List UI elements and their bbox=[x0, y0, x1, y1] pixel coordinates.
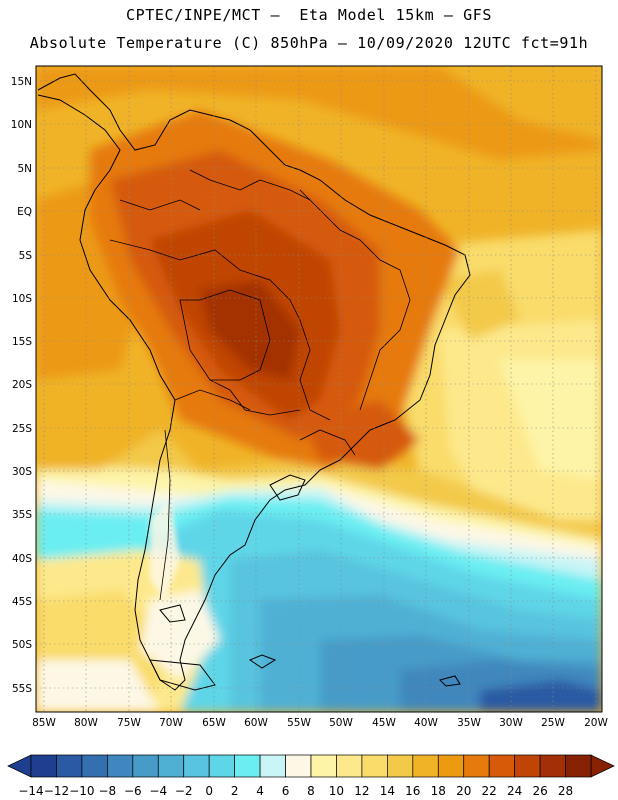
colorbar-label: 2 bbox=[231, 784, 239, 798]
colorbar-label: 28 bbox=[558, 784, 573, 798]
colorbar-label: −2 bbox=[175, 784, 193, 798]
lon-label: 75W bbox=[117, 717, 141, 729]
colorbar-cell bbox=[208, 754, 235, 778]
colorbar-cell bbox=[81, 754, 108, 778]
colorbar-cell bbox=[132, 754, 159, 778]
lat-label: 55S bbox=[12, 683, 32, 695]
colorbar-label: −4 bbox=[149, 784, 167, 798]
colorbar-label: 12 bbox=[354, 784, 369, 798]
colorbar-arrow-high bbox=[590, 754, 615, 778]
lat-label: 5S bbox=[19, 250, 33, 262]
colorbar-label: −10 bbox=[69, 784, 94, 798]
colorbar-label: 16 bbox=[405, 784, 420, 798]
colorbar-label: 6 bbox=[282, 784, 290, 798]
lon-label: 50W bbox=[329, 717, 353, 729]
colorbar-cell bbox=[565, 754, 592, 778]
colorbar-cell bbox=[234, 754, 261, 778]
colorbar-cell bbox=[387, 754, 414, 778]
lat-label: 5N bbox=[17, 163, 32, 175]
colorbar-cell bbox=[157, 754, 185, 778]
colorbar-cell bbox=[285, 754, 312, 778]
lat-label: 25S bbox=[12, 423, 32, 435]
lon-label: 20W bbox=[584, 717, 608, 729]
colorbar-label: −14 bbox=[18, 784, 43, 798]
colorbar-cell bbox=[310, 754, 337, 778]
country-borders bbox=[109, 169, 411, 601]
lat-label: 30S bbox=[12, 466, 32, 478]
lat-label: 50S bbox=[12, 639, 32, 651]
lon-label: 85W bbox=[32, 717, 56, 729]
lon-label: 40W bbox=[414, 717, 438, 729]
lat-label: 10N bbox=[11, 119, 32, 131]
colorbar-label: 18 bbox=[431, 784, 446, 798]
lon-label: 35W bbox=[457, 717, 481, 729]
colorbar-cell bbox=[183, 754, 210, 778]
lon-label: 70W bbox=[159, 717, 183, 729]
colorbar bbox=[7, 754, 615, 778]
lat-label: 40S bbox=[12, 553, 32, 565]
colorbar-cell bbox=[361, 754, 388, 778]
colorbar-cell bbox=[30, 754, 57, 778]
lon-label: 80W bbox=[74, 717, 98, 729]
lon-label: 55W bbox=[287, 717, 311, 729]
chart-title-line2: Absolute Temperature (C) 850hPa – 10/09/… bbox=[29, 34, 589, 52]
colorbar-cell bbox=[412, 754, 439, 778]
colorbar-label: 10 bbox=[329, 784, 344, 798]
colorbar-cell bbox=[539, 754, 566, 778]
lat-label: 45S bbox=[12, 596, 32, 608]
coastline bbox=[37, 73, 471, 691]
colorbar-arrow-low bbox=[7, 754, 32, 778]
lon-label: 25W bbox=[541, 717, 565, 729]
temperature-field bbox=[36, 66, 602, 712]
lon-label: 65W bbox=[202, 717, 226, 729]
colorbar-cell bbox=[259, 754, 286, 778]
colorbar-cell bbox=[336, 754, 363, 778]
plot-frame bbox=[35, 65, 603, 713]
colorbar-label: 24 bbox=[507, 784, 522, 798]
lat-label: 15N bbox=[11, 76, 32, 88]
chart-title-line1: CPTEC/INPE/MCT – Eta Model 15km – GFS bbox=[126, 6, 492, 24]
lat-label: 20S bbox=[12, 379, 32, 391]
colorbar-cell bbox=[488, 754, 515, 778]
colorbar-label: −12 bbox=[44, 784, 69, 798]
colorbar-cell bbox=[437, 754, 465, 778]
lat-label: 10S bbox=[12, 293, 32, 305]
colorbar-label: −6 bbox=[124, 784, 142, 798]
colorbar-label: 4 bbox=[256, 784, 264, 798]
lon-label: 60W bbox=[244, 717, 268, 729]
colorbar-cell bbox=[107, 754, 134, 778]
lon-label: 30W bbox=[499, 717, 523, 729]
colorbar-label: 20 bbox=[456, 784, 471, 798]
colorbar-label: 8 bbox=[307, 784, 315, 798]
colorbar-label: −8 bbox=[99, 784, 117, 798]
lat-label: 35S bbox=[12, 509, 32, 521]
lon-label: 45W bbox=[372, 717, 396, 729]
colorbar-cell bbox=[514, 754, 541, 778]
colorbar-label: 0 bbox=[205, 784, 213, 798]
colorbar-label: 26 bbox=[532, 784, 547, 798]
colorbar-label: 14 bbox=[380, 784, 395, 798]
lat-label: EQ bbox=[17, 206, 32, 218]
colorbar-cell bbox=[56, 754, 83, 778]
colorbar-cell bbox=[463, 754, 490, 778]
colorbar-label: 22 bbox=[482, 784, 497, 798]
lat-label: 15S bbox=[12, 336, 32, 348]
